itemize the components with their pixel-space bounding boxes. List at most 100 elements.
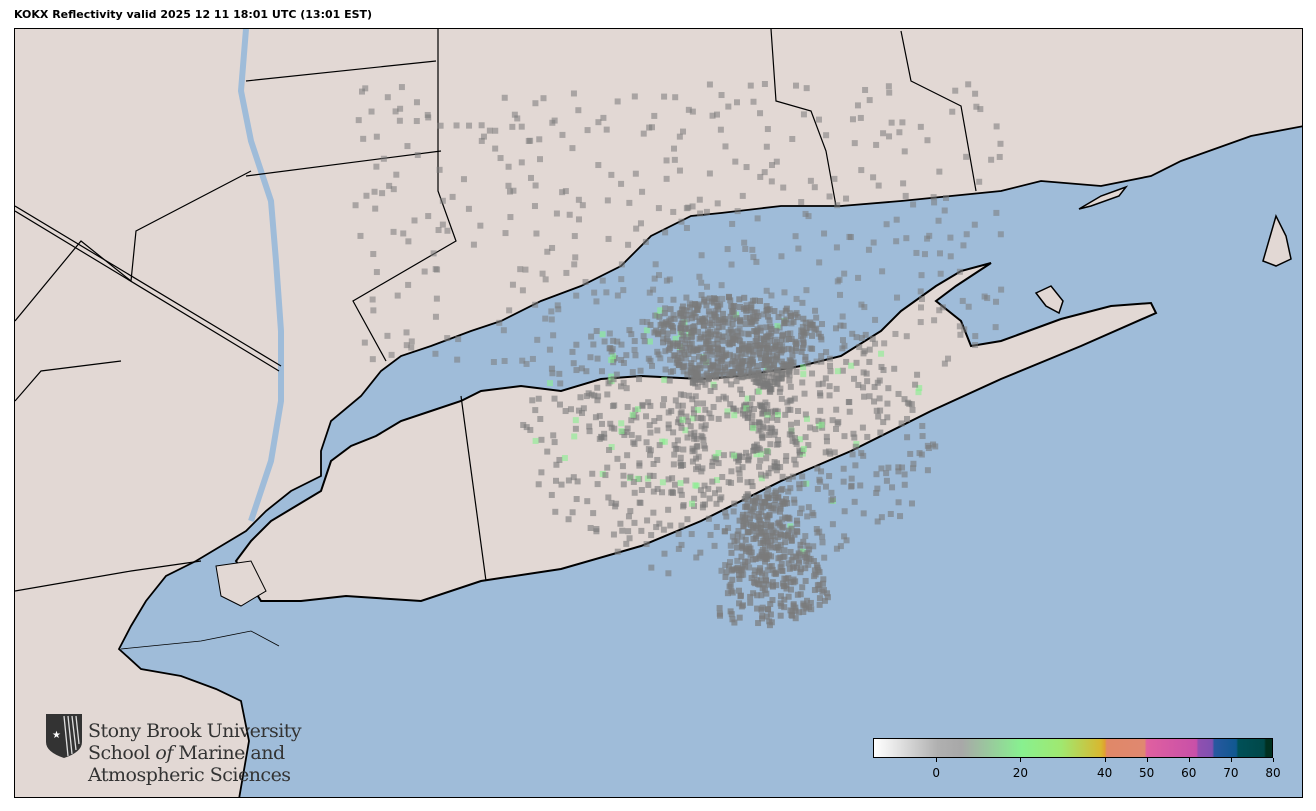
echo-pixel <box>425 213 432 220</box>
echo-pixel <box>758 471 765 478</box>
echo-pixel <box>689 415 696 422</box>
echo-pixel <box>915 389 922 396</box>
echo-pixel <box>697 210 704 217</box>
echo-pixel <box>819 539 826 546</box>
echo-pixel <box>702 406 709 413</box>
echo-pixel <box>764 345 771 352</box>
echo-pixel <box>885 385 892 392</box>
echo-pixel <box>579 409 586 416</box>
echo-pixel <box>876 377 883 384</box>
echo-pixel <box>492 127 499 134</box>
echo-pixel <box>698 468 705 475</box>
echo-pixel <box>688 334 695 341</box>
echo-pixel <box>659 402 666 409</box>
echo-pixel <box>708 351 715 358</box>
echo-pixel <box>800 341 807 348</box>
echo-pixel <box>569 348 576 355</box>
echo-pixel <box>717 612 724 619</box>
echo-pixel <box>722 509 729 516</box>
radar-map[interactable] <box>14 28 1303 798</box>
echo-pixel <box>608 356 615 363</box>
echo-pixel <box>697 549 704 556</box>
echo-pixel <box>631 338 638 345</box>
echo-pixel <box>551 117 558 124</box>
echo-pixel <box>876 395 883 402</box>
echo-pixel <box>798 348 805 355</box>
echo-pixel <box>791 496 798 503</box>
echo-pixel <box>797 569 804 576</box>
echo-pixel <box>744 415 751 422</box>
echo-pixel <box>780 523 787 530</box>
echo-pixel <box>683 355 690 362</box>
echo-pixel <box>731 619 738 626</box>
echo-pixel <box>719 334 726 341</box>
echo-pixel <box>607 420 614 427</box>
echo-pixel <box>705 338 712 345</box>
echo-pixel <box>731 500 738 507</box>
echo-pixel <box>908 401 915 408</box>
echo-pixel <box>647 321 654 328</box>
echo-pixel <box>790 318 797 325</box>
echo-pixel <box>702 501 709 508</box>
echo-pixel <box>529 397 536 404</box>
echo-pixel <box>780 366 787 373</box>
sbu-somas-logo: ★ Stony Brook University School of Marin… <box>30 708 310 794</box>
echo-pixel <box>848 362 855 369</box>
echo-pixel <box>507 214 514 221</box>
echo-pixel <box>800 480 807 487</box>
echo-pixel <box>853 334 860 341</box>
echo-pixel <box>757 420 764 427</box>
echo-pixel <box>659 479 666 486</box>
echo-pixel <box>883 477 890 484</box>
echo-pixel <box>490 359 497 366</box>
echo-pixel <box>839 367 846 374</box>
echo-pixel <box>677 487 684 494</box>
echo-pixel <box>577 394 584 401</box>
echo-pixel <box>674 445 681 452</box>
echo-pixel <box>904 415 911 422</box>
echo-pixel <box>749 395 756 402</box>
echo-pixel <box>748 418 755 425</box>
echo-pixel <box>750 254 757 261</box>
echo-pixel <box>702 381 709 388</box>
coastline <box>117 125 1302 797</box>
echo-pixel <box>559 189 566 196</box>
echo-pixel <box>766 317 773 324</box>
echo-pixel <box>792 461 799 468</box>
echo-pixel <box>626 535 633 542</box>
echo-pixel <box>930 441 937 448</box>
echo-pixel <box>707 387 714 394</box>
echo-pixel <box>674 342 681 349</box>
echo-pixel <box>763 303 770 310</box>
echo-pixel <box>782 539 789 546</box>
echo-pixel <box>432 350 439 357</box>
echo-pixel <box>709 458 716 465</box>
echo-pixel <box>532 407 539 414</box>
echo-pixel <box>678 491 685 498</box>
echo-pixel <box>798 327 805 334</box>
echo-pixel <box>579 202 586 209</box>
echo-pixel <box>656 520 663 527</box>
echo-pixel <box>660 328 667 335</box>
echo-pixel <box>774 436 781 443</box>
echo-pixel <box>608 499 615 506</box>
echo-pixel <box>773 352 780 359</box>
echo-pixel <box>514 115 521 122</box>
echo-pixel <box>740 368 747 375</box>
echo-pixel <box>754 215 761 222</box>
echo-pixel <box>748 321 755 328</box>
echo-pixel <box>963 231 970 238</box>
echo-pixel <box>685 106 692 113</box>
echo-pixel <box>888 119 895 126</box>
echo-pixel <box>733 407 740 414</box>
echo-pixel <box>817 333 824 340</box>
echo-pixel <box>718 317 725 324</box>
echo-pixel <box>680 363 687 370</box>
echo-pixel <box>575 107 582 114</box>
echo-pixel <box>715 460 722 467</box>
echo-pixel <box>763 521 770 528</box>
echo-pixel <box>936 250 943 257</box>
echo-pixel <box>768 408 775 415</box>
echo-pixel <box>657 296 664 303</box>
echo-pixel <box>763 143 770 150</box>
